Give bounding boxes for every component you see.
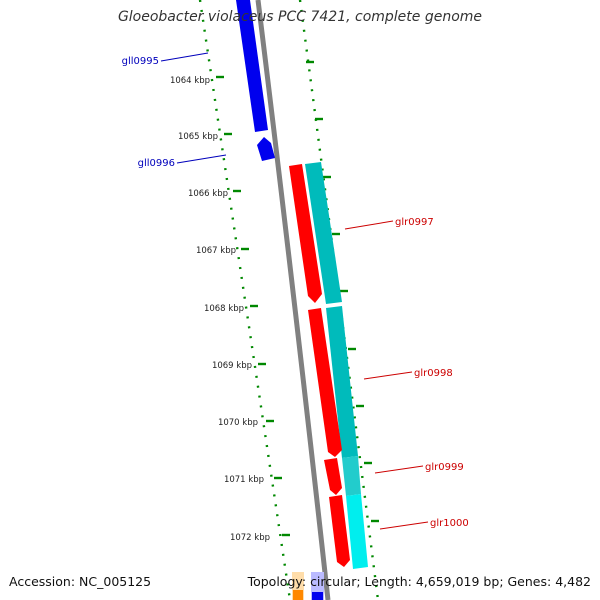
plus-strand-genes: [289, 164, 350, 567]
length-value: 4,659,019 bp: [415, 574, 500, 589]
footer-summary: Topology: circular; Length: 4,659,019 bp…: [247, 574, 591, 589]
topology-value: circular: [310, 574, 357, 589]
accession-label: Accession:: [9, 574, 76, 589]
minus-strand-genes: [236, 0, 275, 161]
gene-leaders: [160, 52, 429, 530]
genome-backbone: [255, 0, 331, 600]
gene-glr0998[interactable]: [308, 308, 342, 457]
cds-track: [305, 162, 368, 569]
scale-arc-right: [298, 0, 380, 600]
cds-feature[interactable]: [326, 306, 358, 458]
tick-label: 1070 kbp: [218, 418, 258, 428]
gene-glr1000[interactable]: [329, 495, 350, 567]
tick-label: 1071 kbp: [224, 475, 264, 485]
tick-label: 1066 kbp: [188, 189, 228, 199]
tick-label: 1067 kbp: [196, 246, 236, 256]
partial-feature-orange-dark: [293, 590, 303, 600]
topology-label: Topology:: [247, 574, 307, 589]
major-ticks: [216, 60, 379, 537]
accession-value: NC_005125: [79, 574, 152, 589]
footer-accession: Accession: NC_005125: [9, 574, 151, 589]
cds-feature[interactable]: [346, 494, 368, 569]
scale-arc-left: [198, 0, 292, 600]
genes-value: 4,482: [555, 574, 591, 589]
gene-glr0997[interactable]: [289, 164, 322, 303]
tick-label: 1072 kbp: [230, 533, 270, 543]
cds-feature[interactable]: [305, 162, 342, 304]
partial-feature-blue: [312, 592, 323, 600]
gene-glr0999[interactable]: [324, 458, 342, 495]
length-label: Length:: [364, 574, 412, 589]
tick-label: 1064 kbp: [170, 76, 210, 86]
gene-gll0995[interactable]: [236, 0, 268, 132]
genes-label: Genes:: [507, 574, 552, 589]
gene-label-glr1000[interactable]: glr1000: [430, 518, 469, 529]
tick-label: 1069 kbp: [212, 361, 252, 371]
gene-labels: gll0995 gll0996 glr0997 glr0998 glr0999 …: [122, 56, 469, 529]
gene-label-glr0999[interactable]: glr0999: [425, 462, 464, 473]
gene-label-gll0996[interactable]: gll0996: [138, 158, 175, 169]
tick-label: 1068 kbp: [204, 304, 244, 314]
tick-labels: 1064 kbp 1065 kbp 1066 kbp 1067 kbp 1068…: [170, 76, 270, 543]
gene-gll0996[interactable]: [257, 137, 275, 161]
gene-label-glr0998[interactable]: glr0998: [414, 368, 453, 379]
page-title: Gloeobacter violaceus PCC 7421, complete…: [117, 9, 483, 25]
gene-label-glr0997[interactable]: glr0997: [395, 217, 434, 228]
gene-label-gll0995[interactable]: gll0995: [122, 56, 159, 67]
tick-label: 1065 kbp: [178, 132, 218, 142]
cds-feature[interactable]: [342, 456, 361, 496]
